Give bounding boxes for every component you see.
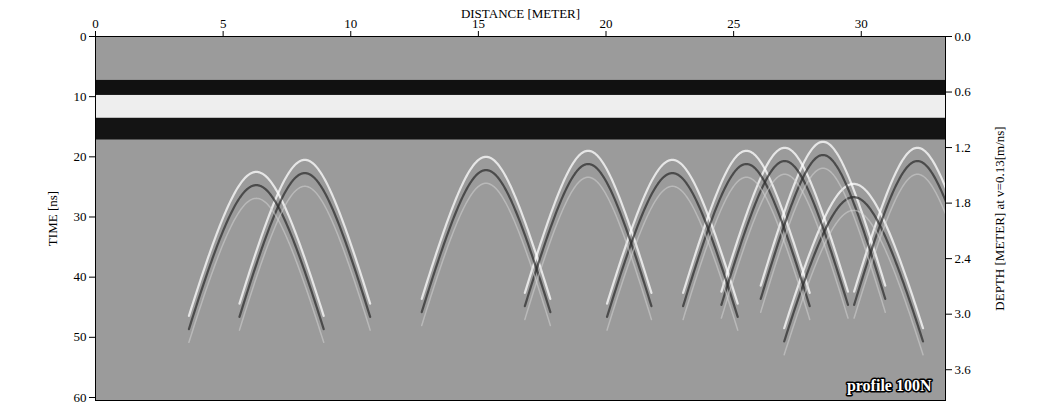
svg-text:10: 10 [344,16,357,31]
svg-text:40: 40 [74,269,87,284]
svg-text:30: 30 [74,209,87,224]
svg-text:DEPTH [METER] at v=0.13[m/ns]: DEPTH [METER] at v=0.13[m/ns] [992,126,1007,310]
svg-text:DISTANCE [METER]: DISTANCE [METER] [461,6,580,21]
svg-text:20: 20 [600,16,613,31]
svg-text:3.0: 3.0 [955,306,971,321]
svg-text:profile 100N: profile 100N [847,377,932,395]
svg-text:3.6: 3.6 [955,362,972,377]
svg-text:0: 0 [92,16,99,31]
svg-text:50: 50 [74,329,87,344]
svg-text:5: 5 [220,16,227,31]
svg-text:0.0: 0.0 [955,29,971,44]
svg-text:10: 10 [74,89,87,104]
svg-text:1.8: 1.8 [955,195,971,210]
svg-text:2.4: 2.4 [955,251,972,266]
svg-text:15: 15 [471,15,485,31]
svg-text:30: 30 [855,16,868,31]
svg-text:0: 0 [80,29,87,44]
svg-text:1.2: 1.2 [955,140,971,155]
svg-text:0.6: 0.6 [955,84,972,99]
svg-text:25: 25 [727,16,740,31]
svg-text:TIME [ns]: TIME [ns] [45,191,60,246]
svg-text:20: 20 [74,149,87,164]
svg-text:60: 60 [74,390,87,405]
